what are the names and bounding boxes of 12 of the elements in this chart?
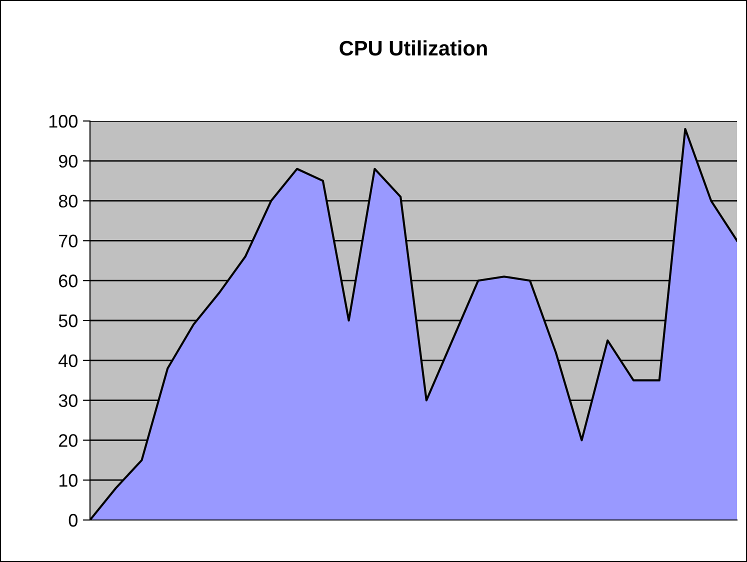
- y-tick-label: 100: [49, 114, 78, 128]
- chart-title: CPU Utilization: [340, 40, 487, 56]
- y-tick-label: 60: [59, 274, 78, 288]
- y-tick-label: 30: [58, 394, 78, 408]
- y-tick-label: 70: [59, 234, 78, 248]
- y-tick-label: 0: [68, 514, 78, 527]
- y-tick-label: 40: [58, 354, 78, 368]
- y-tick-label: 20: [59, 434, 78, 447]
- y-tick-label: 10: [59, 474, 78, 487]
- y-tick-label: 90: [58, 154, 78, 168]
- y-tick-label: 50: [58, 314, 78, 328]
- y-tick-label: 80: [58, 194, 78, 208]
